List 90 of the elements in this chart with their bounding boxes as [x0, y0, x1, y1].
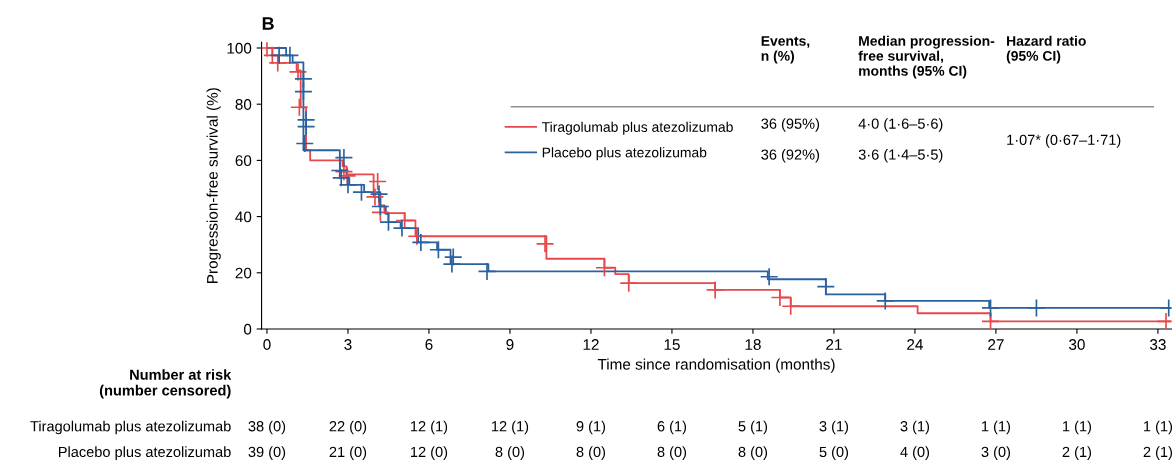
chart-title: B: [262, 17, 274, 30]
point: [280, 45, 300, 65]
point: [770, 288, 790, 307]
text: 8 (0): [495, 446, 525, 460]
x-tick-label: 6: [425, 339, 433, 350]
text: 8 (0): [576, 446, 606, 460]
text: Placebo plus atezolizumab: [59, 446, 231, 460]
x-tick-label: 27: [988, 339, 1004, 350]
text: 3 (1): [819, 420, 849, 435]
point: [352, 182, 371, 202]
text: 6 (1): [657, 420, 687, 435]
point: [392, 218, 412, 238]
point: [535, 234, 555, 254]
point: [334, 148, 354, 167]
text: 4 (0): [900, 446, 930, 460]
x-axis-title: Time since randomisation (months): [597, 358, 835, 373]
x-tick-label: 33: [1150, 339, 1166, 350]
point: [295, 134, 315, 153]
point: [338, 175, 358, 195]
point: [1027, 298, 1046, 318]
point: [411, 233, 431, 252]
text: 1 (1): [982, 420, 1011, 435]
x-tick-label: 12: [583, 339, 599, 350]
annotation: Events, n (%): [761, 36, 810, 64]
x-tick-label: 18: [745, 339, 761, 350]
point: [296, 117, 316, 137]
x-tick-label: 24: [907, 339, 923, 350]
text: 5 (0): [819, 446, 849, 460]
annotation: 4·0 (1·6–5·6): [858, 118, 943, 132]
point: [379, 212, 398, 232]
text: 38 (0): [248, 420, 286, 435]
text: 1 (1): [1063, 420, 1092, 435]
y-tick-label: 60: [235, 155, 252, 167]
annotation: Median progression- free survival, months (95% CI): [858, 35, 995, 79]
text: 8 (0): [738, 446, 768, 460]
point: [294, 82, 313, 101]
point: [429, 240, 448, 260]
text: Number at risk (number censored): [99, 369, 232, 399]
text: 39 (0): [248, 446, 286, 460]
y-tick-label: 80: [235, 99, 252, 110]
point: [290, 97, 309, 117]
text: 12 (0): [411, 446, 448, 460]
x-tick-label: 21: [826, 339, 842, 350]
text: 2 (1): [1062, 446, 1092, 460]
text: 5 (1): [738, 420, 768, 435]
point: [477, 262, 497, 281]
x-tick-label: 15: [664, 339, 680, 350]
point: [443, 247, 463, 267]
annotation: 36 (95%): [761, 118, 820, 132]
text: 3 (0): [981, 446, 1011, 460]
point: [368, 172, 388, 191]
text: Tiragolumab plus atezolizumab: [30, 420, 231, 435]
text: 12 (1): [492, 420, 529, 435]
point: [759, 267, 779, 287]
point: [781, 296, 801, 316]
annotation: 3·6 (1·4–5·5): [858, 149, 943, 163]
x-tick-label: 30: [1069, 339, 1085, 350]
text: 9 (1): [576, 420, 606, 435]
point: [875, 291, 895, 311]
text: 12 (1): [411, 420, 448, 435]
y-tick-label: 100: [227, 42, 252, 54]
x-tick-label: 3: [344, 339, 352, 350]
point: [442, 254, 462, 274]
point: [371, 197, 390, 216]
text: 22 (0): [329, 420, 367, 435]
text: 3 (1): [900, 420, 930, 435]
x-tick-label: 0: [263, 339, 271, 350]
annotation: 36 (92%): [761, 149, 820, 163]
legend-label: Tiragolumab plus atezolizumab: [542, 121, 733, 135]
point: [619, 273, 639, 293]
y-axis-title: Progression-free survival (%): [206, 88, 221, 283]
point: [595, 258, 614, 278]
y-tick-label: 20: [235, 267, 252, 279]
point: [981, 298, 1000, 318]
text: 21 (0): [329, 446, 367, 460]
point: [407, 226, 427, 246]
annotation: Hazard ratio (95% CI): [1006, 35, 1086, 64]
text: 1 (1): [1144, 420, 1173, 435]
text: 2 (1): [1143, 446, 1173, 460]
point: [705, 280, 725, 300]
point: [268, 53, 288, 73]
point: [395, 211, 414, 230]
point: [330, 161, 350, 180]
y-tick-label: 0: [243, 323, 252, 335]
y-tick-label: 40: [235, 211, 252, 223]
legend-label: Placebo plus atezolizumab: [542, 147, 707, 161]
point: [816, 277, 836, 296]
x-tick-label: 9: [506, 339, 514, 350]
annotation: 1·07* (0·67–1·71): [1007, 134, 1121, 148]
text: 8 (0): [657, 446, 687, 460]
